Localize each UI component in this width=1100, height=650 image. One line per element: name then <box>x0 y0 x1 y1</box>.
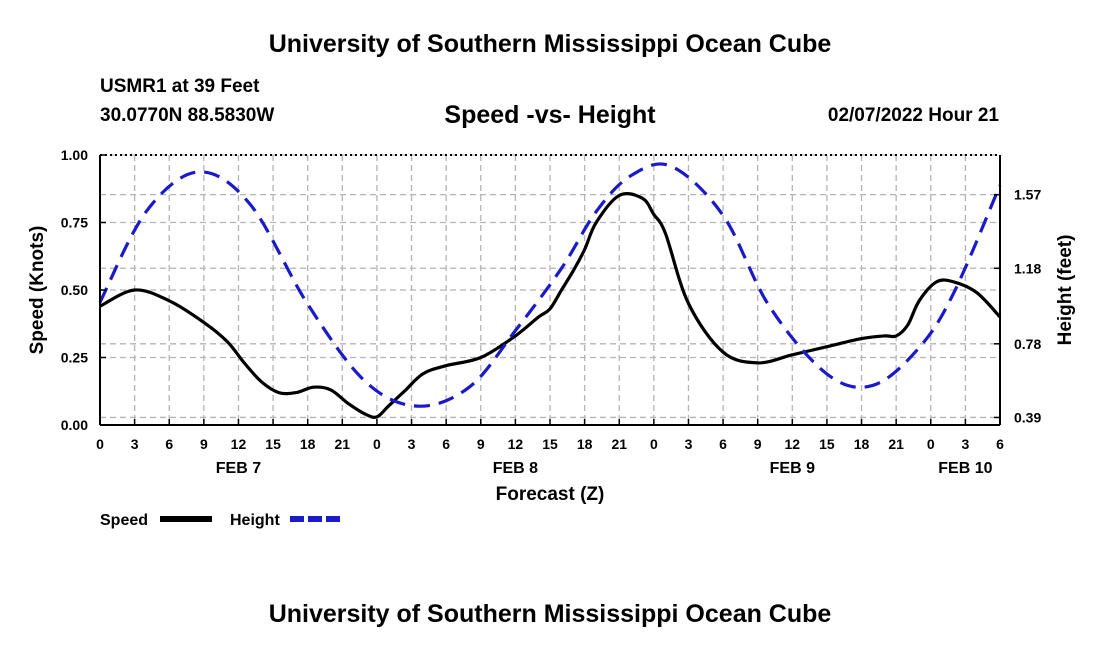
x-tick-label: 12 <box>785 436 801 452</box>
x-tick-label: 6 <box>719 436 727 452</box>
x-tick-label: 0 <box>927 436 935 452</box>
y-right-tick-label: 1.18 <box>1014 260 1041 276</box>
plot-frame <box>99 154 1001 426</box>
x-tick-label: 18 <box>577 436 593 452</box>
y-right-tick-label: 0.78 <box>1014 336 1041 352</box>
x-tick-label: 9 <box>754 436 762 452</box>
y-right-tick-label: 1.57 <box>1014 187 1041 203</box>
chart-title: Speed -vs- Height <box>444 101 656 129</box>
x-tick-label: 3 <box>408 436 416 452</box>
main-title: University of Southern Mississippi Ocean… <box>268 30 832 58</box>
x-tick-label: 3 <box>131 436 139 452</box>
speed-series-line <box>99 192 1002 419</box>
x-tick-label: 3 <box>961 436 969 452</box>
x-tick-label: 0 <box>373 436 381 452</box>
x-tick-label: 3 <box>685 436 693 452</box>
legend-speed-label: Speed <box>100 512 148 529</box>
x-day-label: FEB 8 <box>493 460 538 477</box>
x-tick-label: 12 <box>508 436 524 452</box>
x-tick-label: 18 <box>854 436 870 452</box>
x-axis-title: Forecast (Z) <box>496 484 605 505</box>
y-right-axis-title: Height (feet) <box>1055 235 1076 346</box>
x-tick-label: 15 <box>542 436 558 452</box>
y-tick-label: 0.75 <box>61 215 88 231</box>
x-tick-label: 6 <box>165 436 173 452</box>
x-tick-label: 9 <box>477 436 485 452</box>
x-tick-label: 18 <box>300 436 316 452</box>
legend-height-label: Height <box>230 512 280 529</box>
y-axis-title: Speed (Knots) <box>27 226 48 355</box>
x-day-label: FEB 7 <box>216 460 261 477</box>
x-tick-label: 9 <box>200 436 208 452</box>
forecast-timestamp: 02/07/2022 Hour 21 <box>827 105 999 126</box>
x-tick-label: 6 <box>442 436 450 452</box>
x-day-label: FEB 10 <box>938 460 992 477</box>
footer-title: University of Southern Mississippi Ocean… <box>268 600 832 628</box>
y-tick-label: 0.00 <box>61 417 88 433</box>
x-tick-label: 15 <box>265 436 281 452</box>
station-coords: 30.0770N 88.5830W <box>100 105 275 126</box>
x-tick-label: 12 <box>231 436 247 452</box>
y-right-tick-label: 0.39 <box>1014 409 1041 425</box>
station-name: USMR1 at 39 Feet <box>100 76 260 97</box>
grid-lines <box>99 154 1001 426</box>
height-series-line <box>98 162 1002 408</box>
x-tick-label: 6 <box>996 436 1004 452</box>
y-tick-label: 0.50 <box>61 282 88 298</box>
y-tick-label: 0.25 <box>61 350 88 366</box>
legend: Speed Height <box>100 512 342 529</box>
axis-labels: 0 3 6 9 12 15 18 21 0 3 6 9 12 15 18 21 0 3 6 9 12 15 18 21 0 3 6F… <box>27 147 1076 505</box>
x-tick-label: 0 <box>650 436 658 452</box>
x-day-label: FEB 9 <box>770 460 815 477</box>
series-lines <box>98 162 1002 419</box>
x-tick-label: 15 <box>819 436 835 452</box>
x-tick-label: 0 <box>96 436 104 452</box>
x-tick-label: 21 <box>335 436 351 452</box>
x-tick-label: 21 <box>611 436 627 452</box>
x-tick-label: 21 <box>888 436 904 452</box>
y-tick-label: 1.00 <box>61 147 88 163</box>
